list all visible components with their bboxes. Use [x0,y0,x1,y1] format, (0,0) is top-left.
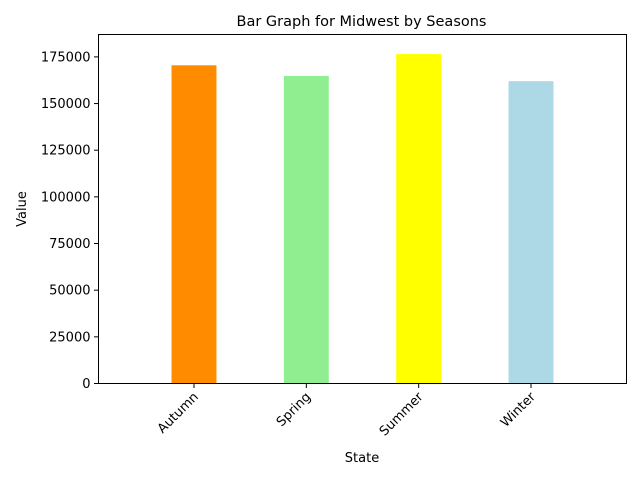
x-axis-label: State [345,451,379,466]
bar-winter [508,81,554,384]
x-tick-label-winter: Winter [498,389,539,430]
bar-summer [396,54,442,384]
bar-autumn [171,65,217,384]
y-tick-label: 75000 [49,237,90,252]
y-tick-label: 150000 [41,97,91,112]
x-axis-ticks: Autumn Spring Summer Winter [155,383,539,439]
y-tick-label: 50000 [49,284,90,299]
x-tick-label-autumn: Autumn [155,390,202,437]
x-tick-label-spring: Spring [274,390,314,430]
y-tick-label: 100000 [41,190,91,205]
bar-spring [283,75,329,384]
chart-title: Bar Graph for Midwest by Seasons [237,14,487,30]
y-axis-ticks: 0 25000 50000 75000 100000 125000 150000 175000 [41,50,99,392]
y-tick-label: 25000 [49,330,90,345]
bars-group [171,54,554,384]
y-tick-label: 175000 [41,50,91,65]
y-tick-label: 125000 [41,144,91,159]
axes-frame [98,34,627,384]
y-axis-label: Value [15,191,30,227]
y-tick-label: 0 [82,377,90,392]
x-tick-label-summer: Summer [377,389,427,439]
